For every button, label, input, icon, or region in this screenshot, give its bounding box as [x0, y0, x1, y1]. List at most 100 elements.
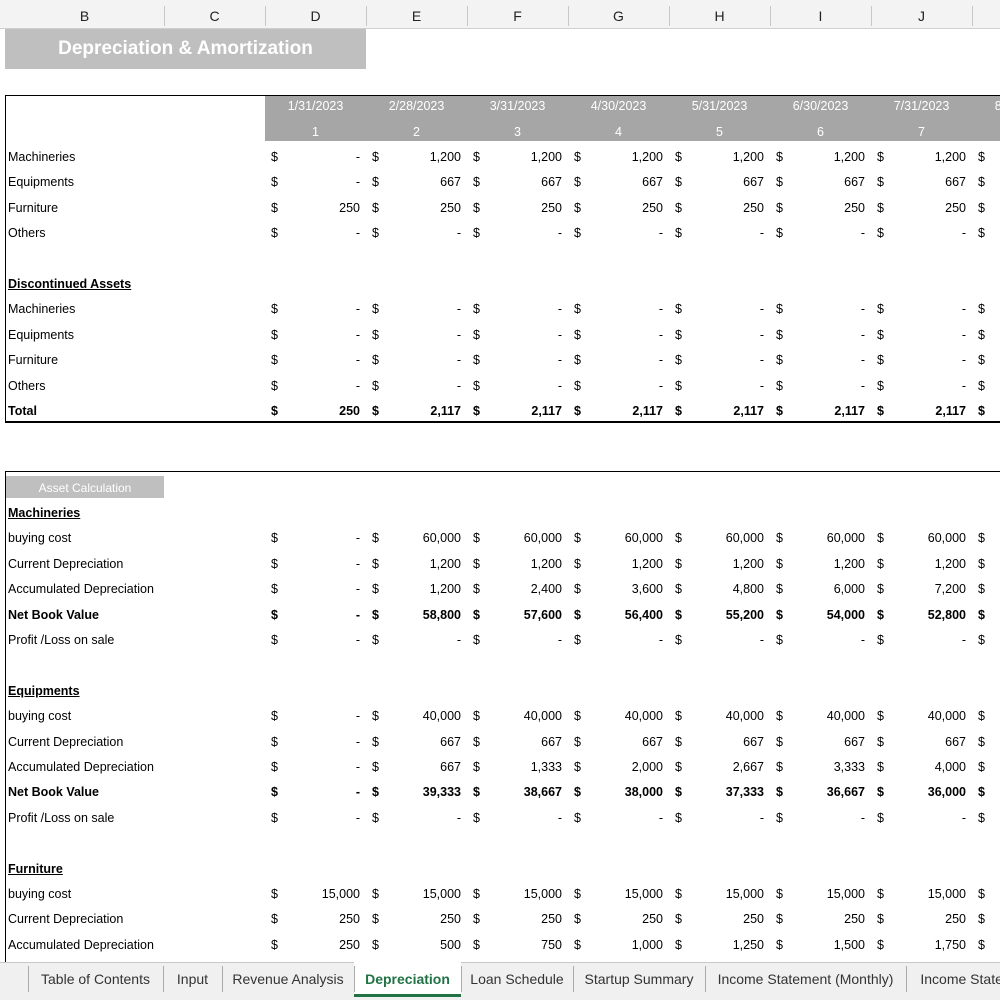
cell-value: 38,000	[624, 785, 663, 800]
column-letter: J	[918, 8, 925, 24]
cell-value: 2,117	[531, 404, 562, 418]
sheet-tab[interactable]: Input	[176, 971, 209, 987]
cell-value: 1,250	[732, 937, 764, 952]
currency-sign: $	[877, 150, 884, 164]
cell-value: 1,200	[429, 150, 461, 164]
period-header: 4	[615, 125, 622, 139]
currency-sign: $	[675, 531, 682, 546]
cell-value: 60,000	[422, 531, 461, 546]
column-letter: D	[310, 8, 321, 24]
cell-value: 40,000	[826, 709, 865, 724]
currency-sign: $	[877, 607, 884, 622]
cell-value: 250	[743, 912, 764, 927]
row-label: Profit /Loss on sale	[8, 633, 115, 647]
cell-value: -	[961, 226, 966, 241]
currency-sign: $	[372, 531, 379, 546]
cell-value: 15,000	[422, 887, 461, 901]
currency-sign: $	[675, 302, 682, 317]
cell-value: -	[759, 378, 764, 393]
currency-sign: $	[877, 404, 884, 418]
cell-value: -	[658, 810, 663, 825]
cell-value: 250	[541, 200, 562, 215]
sheet-tab[interactable]: Table of Contents	[41, 971, 150, 987]
currency-sign: $	[473, 531, 480, 546]
currency-sign: $	[271, 404, 278, 418]
currency-sign: $	[372, 937, 379, 952]
cell-value: -	[658, 353, 663, 368]
summary-border	[5, 95, 1000, 423]
cell-value: -	[557, 302, 562, 317]
cell-value: 667	[945, 734, 966, 749]
column-letter: E	[411, 8, 422, 24]
sheet-tab[interactable]: Loan Schedule	[470, 971, 564, 987]
sheet-tab[interactable]: Revenue Analysis	[232, 971, 344, 987]
currency-sign: $	[776, 709, 783, 724]
currency-sign: $	[271, 200, 278, 215]
currency-sign: $	[978, 912, 985, 927]
cell-value: 1,333	[530, 760, 562, 774]
currency-sign: $	[372, 226, 379, 241]
cell-value: 1,200	[934, 150, 966, 164]
currency-sign: $	[776, 937, 783, 952]
cell-value: 667	[440, 760, 461, 774]
cell-value: -	[961, 378, 966, 393]
currency-sign: $	[574, 582, 581, 597]
cell-value: -	[658, 378, 663, 393]
cell-value: -	[355, 556, 360, 571]
cell-value: 250	[339, 404, 360, 418]
cell-value: 250	[339, 200, 360, 215]
currency-sign: $	[574, 887, 581, 901]
currency-sign: $	[271, 582, 278, 597]
currency-sign: $	[271, 150, 278, 164]
cell-value: 1,200	[631, 556, 663, 571]
cell-value: -	[557, 633, 562, 647]
sheet-tab[interactable]: Income Statement (Monthly)	[717, 971, 894, 987]
tab-separator	[28, 966, 29, 992]
cell-value: -	[456, 353, 461, 368]
currency-sign: $	[574, 633, 581, 647]
cell-value: -	[355, 175, 360, 190]
cell-value: 60,000	[725, 531, 764, 546]
currency-sign: $	[978, 327, 985, 342]
sheet-title: Depreciation & Amortization	[58, 38, 313, 59]
sheet-tab[interactable]: Startup Summary	[584, 971, 694, 987]
currency-sign: $	[776, 404, 783, 418]
period-header: 1	[312, 125, 319, 139]
cell-value: 250	[642, 912, 663, 927]
cell-value: -	[355, 150, 360, 164]
currency-sign: $	[675, 760, 682, 774]
column-letter: I	[818, 8, 823, 24]
currency-sign: $	[877, 175, 884, 190]
cell-value: 1,200	[833, 150, 865, 164]
cell-value: 250	[945, 912, 966, 927]
column-separator	[871, 6, 872, 26]
currency-sign: $	[978, 760, 985, 774]
cell-value: 1,500	[833, 937, 865, 952]
currency-sign: $	[776, 810, 783, 825]
currency-sign: $	[473, 226, 480, 241]
currency-sign: $	[473, 633, 480, 647]
cell-value: 2,117	[935, 404, 966, 418]
sheet-tab[interactable]: Depreciation	[365, 971, 450, 987]
header-band	[265, 96, 1000, 141]
cell-value: 750	[541, 937, 562, 952]
cell-value: -	[860, 226, 865, 241]
cell-value: 500	[440, 937, 461, 952]
currency-sign: $	[574, 734, 581, 749]
cell-value: 250	[945, 200, 966, 215]
sheet-tab[interactable]: Income Statement (Yearly)	[920, 971, 1000, 987]
cell-value: -	[860, 633, 865, 647]
currency-sign: $	[978, 709, 985, 724]
currency-sign: $	[877, 226, 884, 241]
cell-value: 1,200	[732, 556, 764, 571]
currency-sign: $	[978, 937, 985, 952]
currency-sign: $	[978, 531, 985, 546]
currency-sign: $	[372, 150, 379, 164]
cell-value: 667	[844, 175, 865, 190]
currency-sign: $	[776, 582, 783, 597]
currency-sign: $	[372, 785, 379, 800]
currency-sign: $	[675, 226, 682, 241]
cell-value: -	[658, 302, 663, 317]
currency-sign: $	[271, 556, 278, 571]
currency-sign: $	[271, 607, 278, 622]
